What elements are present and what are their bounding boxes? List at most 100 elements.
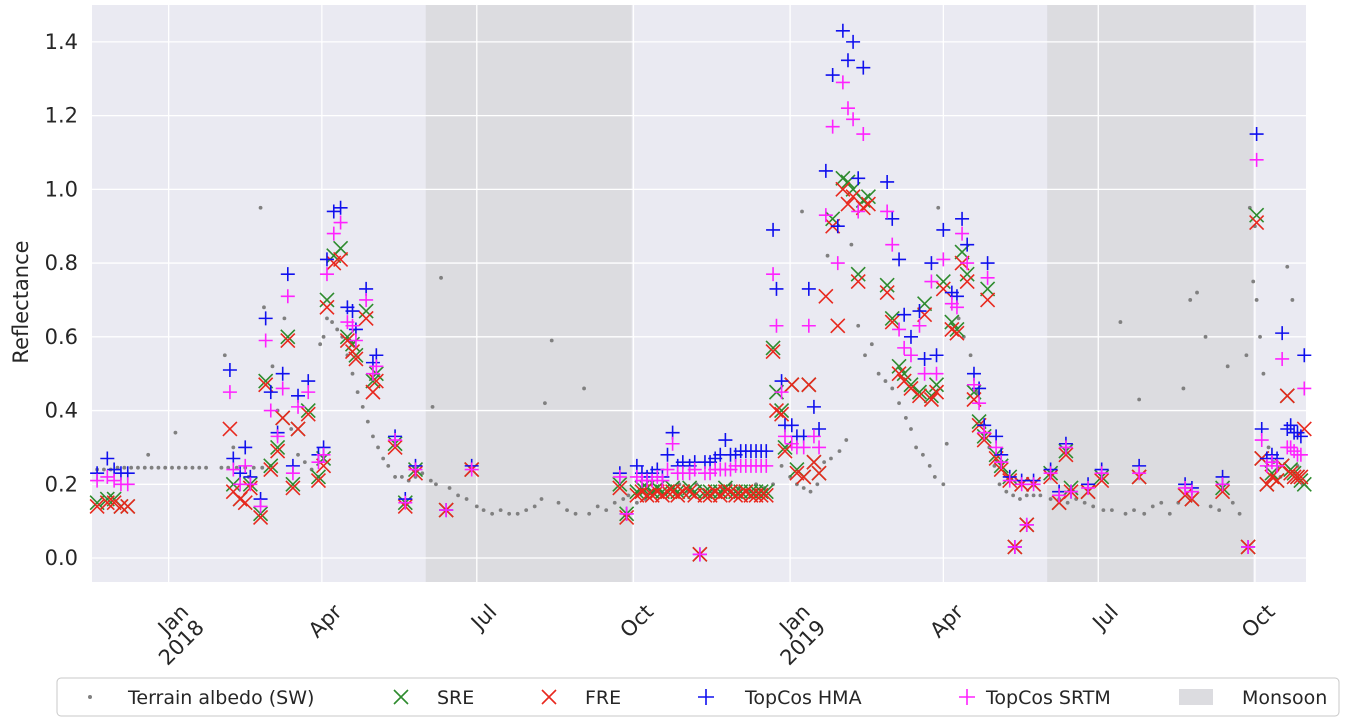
data-point bbox=[837, 449, 842, 454]
data-point bbox=[825, 119, 840, 134]
data-point bbox=[692, 547, 707, 562]
data-point bbox=[1094, 466, 1109, 481]
legend-marker bbox=[959, 689, 975, 705]
data-point bbox=[818, 208, 833, 223]
data-point bbox=[1002, 473, 1017, 488]
data-point bbox=[204, 465, 208, 470]
data-point bbox=[972, 396, 987, 411]
data-point bbox=[289, 427, 294, 431]
data-point bbox=[573, 511, 578, 516]
data-point bbox=[966, 377, 981, 392]
data-point bbox=[142, 465, 147, 470]
legend-label: Terrain albedo (SW) bbox=[127, 687, 314, 709]
data-point bbox=[348, 351, 364, 367]
data-point bbox=[113, 498, 129, 514]
data-point bbox=[860, 196, 876, 212]
data-point bbox=[936, 252, 951, 267]
data-point bbox=[655, 473, 670, 488]
data-point bbox=[980, 256, 995, 271]
data-point bbox=[348, 333, 363, 348]
data-point bbox=[263, 461, 279, 478]
data-point bbox=[381, 456, 386, 461]
data-point bbox=[300, 402, 316, 419]
data-point bbox=[980, 270, 995, 285]
x-tick-label: Jul bbox=[1087, 600, 1123, 636]
x-tick-label: Oct bbox=[1237, 600, 1280, 643]
data-point bbox=[1249, 214, 1265, 231]
legend-marker bbox=[88, 695, 92, 699]
legend-item-fre: FRE bbox=[541, 687, 621, 709]
data-point bbox=[226, 462, 241, 477]
data-point bbox=[911, 388, 928, 404]
legend-item-terrain: Terrain albedo (SW) bbox=[88, 687, 314, 709]
data-point bbox=[146, 452, 151, 457]
data-point bbox=[539, 497, 544, 501]
data-point bbox=[226, 465, 231, 470]
data-point bbox=[358, 310, 374, 326]
data-point bbox=[883, 379, 888, 383]
data-point bbox=[1259, 476, 1275, 492]
data-point bbox=[660, 462, 675, 477]
data-point bbox=[149, 465, 154, 470]
data-point bbox=[311, 455, 326, 470]
data-point bbox=[524, 508, 529, 513]
data-point bbox=[1297, 348, 1312, 363]
data-point bbox=[1261, 371, 1266, 376]
data-point bbox=[1244, 353, 1249, 358]
data-point bbox=[120, 498, 136, 514]
data-point bbox=[840, 53, 855, 68]
data-point bbox=[869, 342, 874, 347]
data-point bbox=[100, 451, 115, 466]
data-point bbox=[252, 506, 269, 522]
data-point bbox=[835, 181, 851, 197]
data-point bbox=[219, 465, 224, 470]
data-point bbox=[801, 377, 817, 393]
data-point bbox=[779, 463, 784, 468]
data-point bbox=[1091, 504, 1096, 509]
data-point bbox=[275, 366, 290, 381]
data-point bbox=[321, 334, 326, 339]
data-point bbox=[825, 253, 830, 258]
data-point bbox=[1181, 386, 1186, 391]
data-point bbox=[1237, 511, 1242, 516]
data-point bbox=[243, 477, 258, 492]
data-point bbox=[774, 406, 790, 422]
data-point bbox=[891, 366, 907, 382]
data-point bbox=[808, 489, 813, 494]
data-point bbox=[1249, 127, 1264, 142]
data-point bbox=[565, 508, 569, 513]
data-point bbox=[621, 497, 626, 501]
data-point bbox=[1254, 433, 1269, 448]
data-point bbox=[960, 256, 975, 271]
data-point bbox=[234, 465, 239, 470]
data-point bbox=[840, 196, 856, 212]
data-point bbox=[99, 495, 115, 511]
data-point bbox=[955, 211, 970, 226]
data-point bbox=[190, 465, 195, 470]
data-point bbox=[251, 465, 256, 470]
data-point bbox=[850, 273, 866, 290]
data-point bbox=[333, 215, 348, 230]
data-point bbox=[960, 237, 975, 252]
data-point bbox=[258, 311, 273, 326]
monsoon-bands bbox=[425, 5, 1254, 582]
data-point bbox=[300, 406, 316, 422]
data-point bbox=[789, 465, 805, 481]
data-point bbox=[850, 266, 866, 282]
data-point bbox=[344, 344, 361, 360]
data-point bbox=[238, 458, 253, 473]
data-point bbox=[856, 60, 871, 75]
data-point bbox=[1184, 484, 1199, 499]
data-point bbox=[270, 429, 285, 444]
data-point bbox=[319, 267, 334, 282]
data-point bbox=[849, 242, 854, 247]
x-tick-line: Jul bbox=[1087, 600, 1123, 636]
data-point bbox=[122, 465, 127, 470]
data-point bbox=[774, 402, 790, 419]
data-point bbox=[612, 469, 627, 484]
data-point bbox=[993, 461, 1009, 478]
data-point bbox=[532, 504, 537, 509]
data-point bbox=[697, 487, 713, 503]
data-point bbox=[222, 363, 237, 378]
y-tick-label: 0.8 bbox=[45, 251, 78, 275]
